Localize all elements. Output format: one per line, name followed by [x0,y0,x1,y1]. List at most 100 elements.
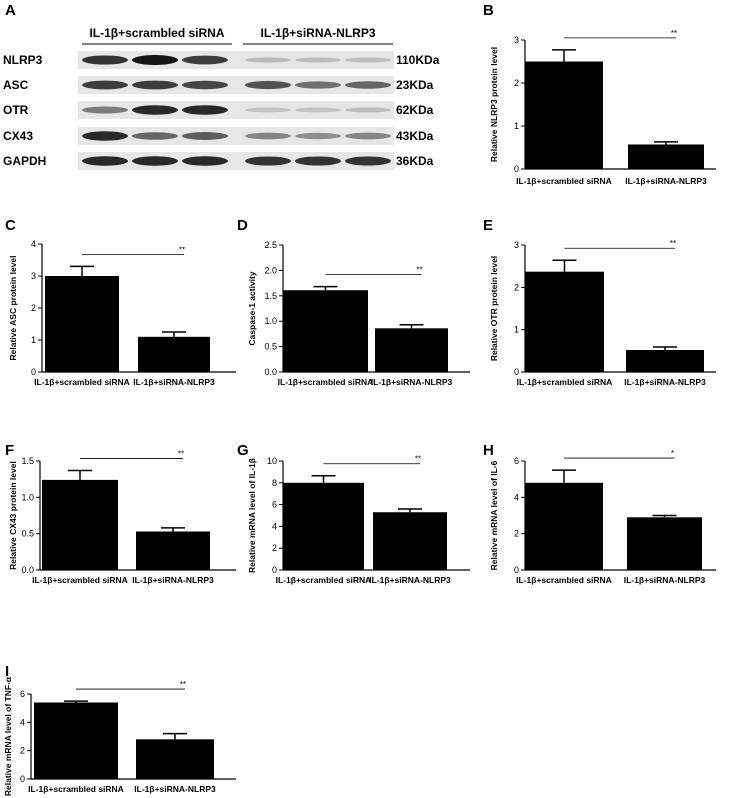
blot-band [182,156,228,166]
blot-band [295,107,341,113]
y-tick-label: 0 [20,774,25,784]
chart-panel-d: D 0.0 0.5 1.0 1.5 2.0 2.5 Caspase-1 activity IL-… [237,217,470,387]
blot-band [295,132,341,140]
chart-panel-h: H 0 2 4 6 Relative mRNA level of IL-6 IL-1β+sc… [483,442,716,585]
x-category-label: IL-1β+siRNA-NLRP3 [371,377,453,387]
y-tick-label: 3 [514,240,519,250]
bar-scrambled [42,479,118,570]
y-axis-label: Caspase-1 activity [247,271,257,345]
blot-band [245,107,291,113]
blot-row-asc: ASC 23KDa [3,76,434,94]
blot-band [345,107,391,113]
x-category-label: IL-1β+siRNA-NLRP3 [624,575,706,585]
blot-strip-background [78,127,394,145]
x-category-label: IL-1β+siRNA-NLRP3 [132,575,214,585]
significance-marker: ** [670,239,676,248]
y-tick-label: 6 [272,500,277,510]
blot-row-otr: OTR 62KDa [3,101,434,119]
bar-sinlrp3 [136,531,210,570]
y-tick-label: 0.0 [264,367,277,377]
y-tick-label: 0 [272,565,277,575]
y-tick-label: 3 [514,35,519,45]
blot-row-label: OTR [3,103,29,117]
x-category-label: IL-1β+scrambled siRNA [278,377,374,387]
blot-band [345,81,391,89]
blot-band [245,132,291,140]
y-tick-label: 10 [267,456,277,466]
panel-label-f: F [5,442,14,459]
y-tick-label: 4 [31,239,36,249]
x-category-label: IL-1β+scrambled siRNA [517,377,613,387]
y-tick-label: 2.5 [264,240,277,250]
blot-group-label-sinlrp3: IL-1β+siRNA-NLRP3 [260,26,375,40]
panel-label-a: A [5,2,16,19]
y-axis-label: Relative NLRP3 protein level [489,47,499,162]
x-category-label: IL-1β+scrambled siRNA [516,176,612,186]
y-tick-label: 2 [20,746,25,756]
x-category-label: IL-1β+siRNA-NLRP3 [134,784,216,794]
y-axis-label: Relative OTR protein level [489,256,499,361]
bar-sinlrp3 [626,349,704,372]
blot-band [295,156,341,166]
y-axis-label: Relative CX43 protein level [8,461,18,570]
bar-sinlrp3 [138,336,210,372]
blot-band [82,131,128,141]
y-tick-label: 2 [514,78,519,88]
blot-band [345,132,391,140]
x-category-label: IL-1β+siRNA-NLRP3 [625,176,707,186]
bar-sinlrp3 [136,739,214,779]
blot-band [182,132,228,140]
blot-band [82,106,128,114]
chart-panel-i: I 0 2 4 6 Relative mRNA level of TNF-α IL-1β+s… [3,663,236,796]
blot-group-label-scrambled: IL-1β+scrambled siRNA [89,26,224,40]
panel-label-d: D [237,217,248,234]
x-category-label: IL-1β+scrambled siRNA [32,575,128,585]
blot-band [82,156,128,166]
y-tick-label: 3 [31,271,36,281]
bar-scrambled [525,482,603,570]
blot-band [182,55,228,65]
blot-band [245,57,291,63]
blot-row-label: ASC [3,78,29,92]
bar-scrambled [45,276,119,372]
panel-label-b: B [483,2,494,19]
x-category-label: IL-1β+siRNA-NLRP3 [369,575,451,585]
western-blot-panel: A IL-1β+scrambled siRNA IL-1β+siRNA-NLRP… [3,2,440,170]
blot-band [132,80,178,90]
blot-band [132,55,178,65]
significance-marker: ** [416,266,422,275]
y-tick-label: 2 [31,303,36,313]
blot-band [295,57,341,63]
y-tick-label: 4 [272,521,277,531]
x-category-label: IL-1β+siRNA-NLRP3 [133,377,215,387]
blot-row-size: 23KDa [396,78,434,92]
bar-sinlrp3 [375,328,448,372]
y-tick-label: 1.0 [264,316,277,326]
blot-strip-background [78,76,394,94]
y-tick-label: 4 [514,492,519,502]
y-tick-label: 0 [514,164,519,174]
y-tick-label: 6 [20,689,25,699]
y-tick-label: 8 [272,478,277,488]
y-tick-label: 0.5 [21,529,34,539]
blot-band [182,105,228,115]
panel-label-h: H [483,442,494,459]
blot-row-size: 62KDa [396,103,434,117]
bar-scrambled [34,702,118,779]
blot-band [82,55,128,65]
significance-marker: ** [671,29,677,38]
chart-panel-g: G 0 2 4 6 8 10 Relative mRNA level of IL-1β IL-1… [237,442,470,585]
y-tick-label: 2 [514,282,519,292]
y-tick-label: 0 [514,565,519,575]
y-tick-label: 1 [514,121,519,131]
blot-row-gapdh: GAPDH 36KDa [3,152,434,170]
blot-row-label: NLRP3 [3,53,43,67]
panel-label-c: C [5,217,16,234]
blot-row-size: 43KDa [396,129,434,143]
y-tick-label: 0.5 [264,342,277,352]
y-tick-label: 6 [514,456,519,466]
y-tick-label: 1.0 [21,492,34,502]
y-axis-label: Relative mRNA level of IL-1β [247,458,257,573]
